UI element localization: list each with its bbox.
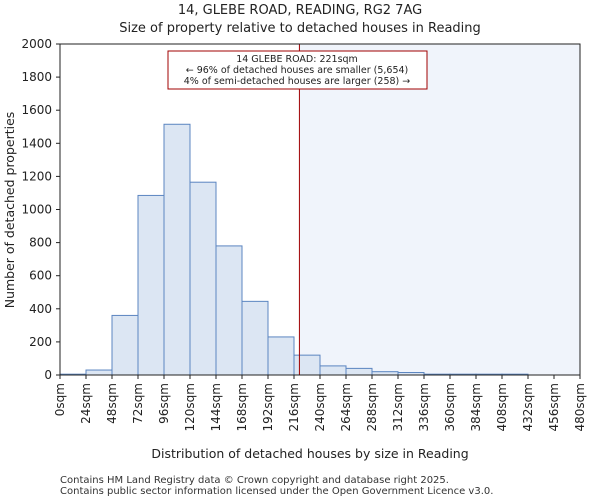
larger-region-highlight [299, 44, 580, 375]
y-axis-label: Number of detached properties [2, 112, 17, 309]
y-tick-label: 600 [29, 269, 52, 283]
x-tick-label: 168sqm [235, 383, 249, 431]
y-tick-label: 1000 [21, 203, 52, 217]
x-tick-label: 312sqm [391, 383, 405, 431]
x-tick-label: 360sqm [443, 383, 457, 431]
bar [319, 365, 347, 376]
plot-area: 0 200 400 600 800 1000 1200 1400 1600 1800 2000 0s… [21, 37, 587, 431]
y-tick-label: 0 [44, 368, 52, 382]
x-axis: 0sqm 24sqm 48sqm 72sqm 96sqm 120sqm 144sqm 168s… [53, 375, 587, 431]
x-tick-label: 432sqm [521, 383, 535, 431]
x-tick-label: 48sqm [105, 383, 119, 424]
y-tick-label: 200 [29, 335, 52, 349]
x-tick-label: 192sqm [261, 383, 275, 431]
bar [85, 369, 113, 376]
x-tick-label: 96sqm [157, 383, 171, 424]
annotation-frame [167, 50, 428, 90]
bar [215, 245, 243, 376]
x-tick-label: 264sqm [339, 383, 353, 431]
annotation-box: 14 GLEBE ROAD: 221sqm ← 96% of detached … [167, 50, 428, 90]
annotation-line-1: 14 GLEBE ROAD: 221sqm [236, 54, 358, 65]
x-tick-label: 480sqm [573, 383, 587, 431]
y-tick-label: 1200 [21, 169, 52, 183]
x-tick-label: 336sqm [417, 383, 431, 431]
x-tick-label: 0sqm [53, 383, 67, 416]
bar [293, 354, 321, 376]
x-tick-label: 72sqm [131, 383, 145, 424]
bar [241, 300, 269, 376]
footer-line-2: Contains public sector information licen… [60, 486, 493, 497]
x-tick-label: 408sqm [495, 383, 509, 431]
x-tick-label: 144sqm [209, 383, 223, 431]
bars-group [59, 123, 529, 376]
y-tick-label: 2000 [21, 37, 52, 51]
x-tick-label: 456sqm [547, 383, 561, 431]
y-tick-label: 400 [29, 302, 52, 316]
bar [163, 123, 191, 376]
chart-title: 14, GLEBE ROAD, READING, RG2 7AG [178, 3, 422, 18]
bar [137, 194, 165, 376]
bar [345, 367, 373, 376]
y-tick-label: 1400 [21, 136, 52, 150]
y-tick-label: 1600 [21, 103, 52, 117]
bar [189, 181, 217, 376]
y-axis: 0 200 400 600 800 1000 1200 1400 1600 1800 2000 [21, 37, 60, 382]
x-tick-label: 120sqm [183, 383, 197, 431]
x-axis-label: Distribution of detached houses by size … [151, 446, 468, 461]
annotation-line-3: 4% of semi-detached houses are larger (2… [184, 76, 411, 87]
annotation-line-2: ← 96% of detached houses are smaller (5,… [186, 65, 409, 76]
x-tick-label: 24sqm [79, 383, 93, 424]
chart-subtitle: Size of property relative to detached ho… [119, 21, 481, 36]
x-tick-label: 216sqm [287, 383, 301, 431]
x-tick-label: 240sqm [313, 383, 327, 431]
x-tick-label: 384sqm [469, 383, 483, 431]
bar [111, 314, 139, 376]
footer-line-1: Contains HM Land Registry data © Crown c… [60, 475, 449, 486]
bar [267, 336, 295, 376]
y-tick-label: 800 [29, 236, 52, 250]
y-tick-label: 1800 [21, 70, 52, 84]
x-tick-label: 288sqm [365, 383, 379, 431]
